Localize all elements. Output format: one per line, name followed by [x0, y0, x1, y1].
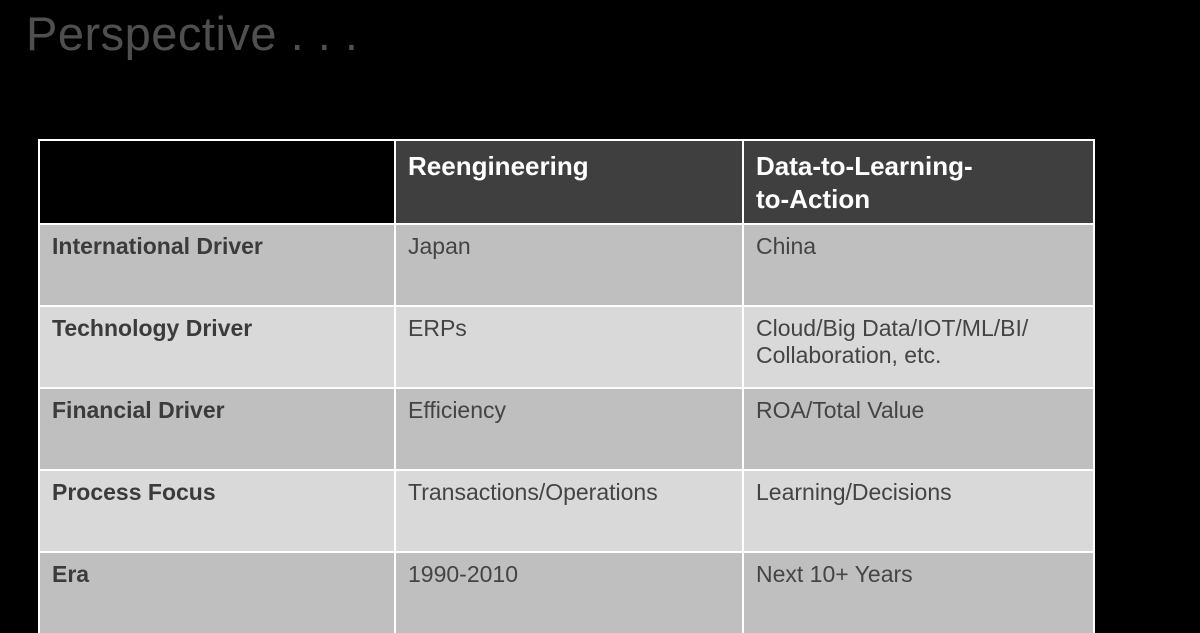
cell-reengineering: 1990-2010 — [394, 551, 744, 633]
table-row-technology-driver: Technology Driver ERPs Cloud/Big Data/IO… — [38, 305, 1095, 389]
row-label: Financial Driver — [38, 387, 396, 471]
cell-reengineering: Japan — [394, 223, 744, 307]
cell-reengineering: ERPs — [394, 305, 744, 389]
cell-data-to-learning-to-action: Cloud/Big Data/IOT/ML/BI/ Collaboration,… — [742, 305, 1095, 389]
table-row-international-driver: International Driver Japan China — [38, 223, 1095, 307]
cell-reengineering: Efficiency — [394, 387, 744, 471]
cell-data-to-learning-to-action: Next 10+ Years — [742, 551, 1095, 633]
row-label: International Driver — [38, 223, 396, 307]
row-label: Process Focus — [38, 469, 396, 553]
table-header-row: Reengineering Data-to-Learning- to-Actio… — [38, 139, 1095, 225]
table-row-era: Era 1990-2010 Next 10+ Years — [38, 551, 1095, 633]
header-cell-blank — [38, 139, 396, 225]
slide-title: Perspective . . . — [26, 7, 359, 60]
header-cell-data-to-learning-to-action: Data-to-Learning- to-Action — [742, 139, 1095, 225]
table-row-financial-driver: Financial Driver Efficiency ROA/Total Va… — [38, 387, 1095, 471]
cell-data-to-learning-to-action: China — [742, 223, 1095, 307]
table-row-process-focus: Process Focus Transactions/Operations Le… — [38, 469, 1095, 553]
row-label: Technology Driver — [38, 305, 396, 389]
cell-data-to-learning-to-action: Learning/Decisions — [742, 469, 1095, 553]
cell-data-to-learning-to-action: ROA/Total Value — [742, 387, 1095, 471]
cell-reengineering: Transactions/Operations — [394, 469, 744, 553]
comparison-table: Reengineering Data-to-Learning- to-Actio… — [38, 139, 1095, 633]
header-cell-reengineering: Reengineering — [394, 139, 744, 225]
row-label: Era — [38, 551, 396, 633]
